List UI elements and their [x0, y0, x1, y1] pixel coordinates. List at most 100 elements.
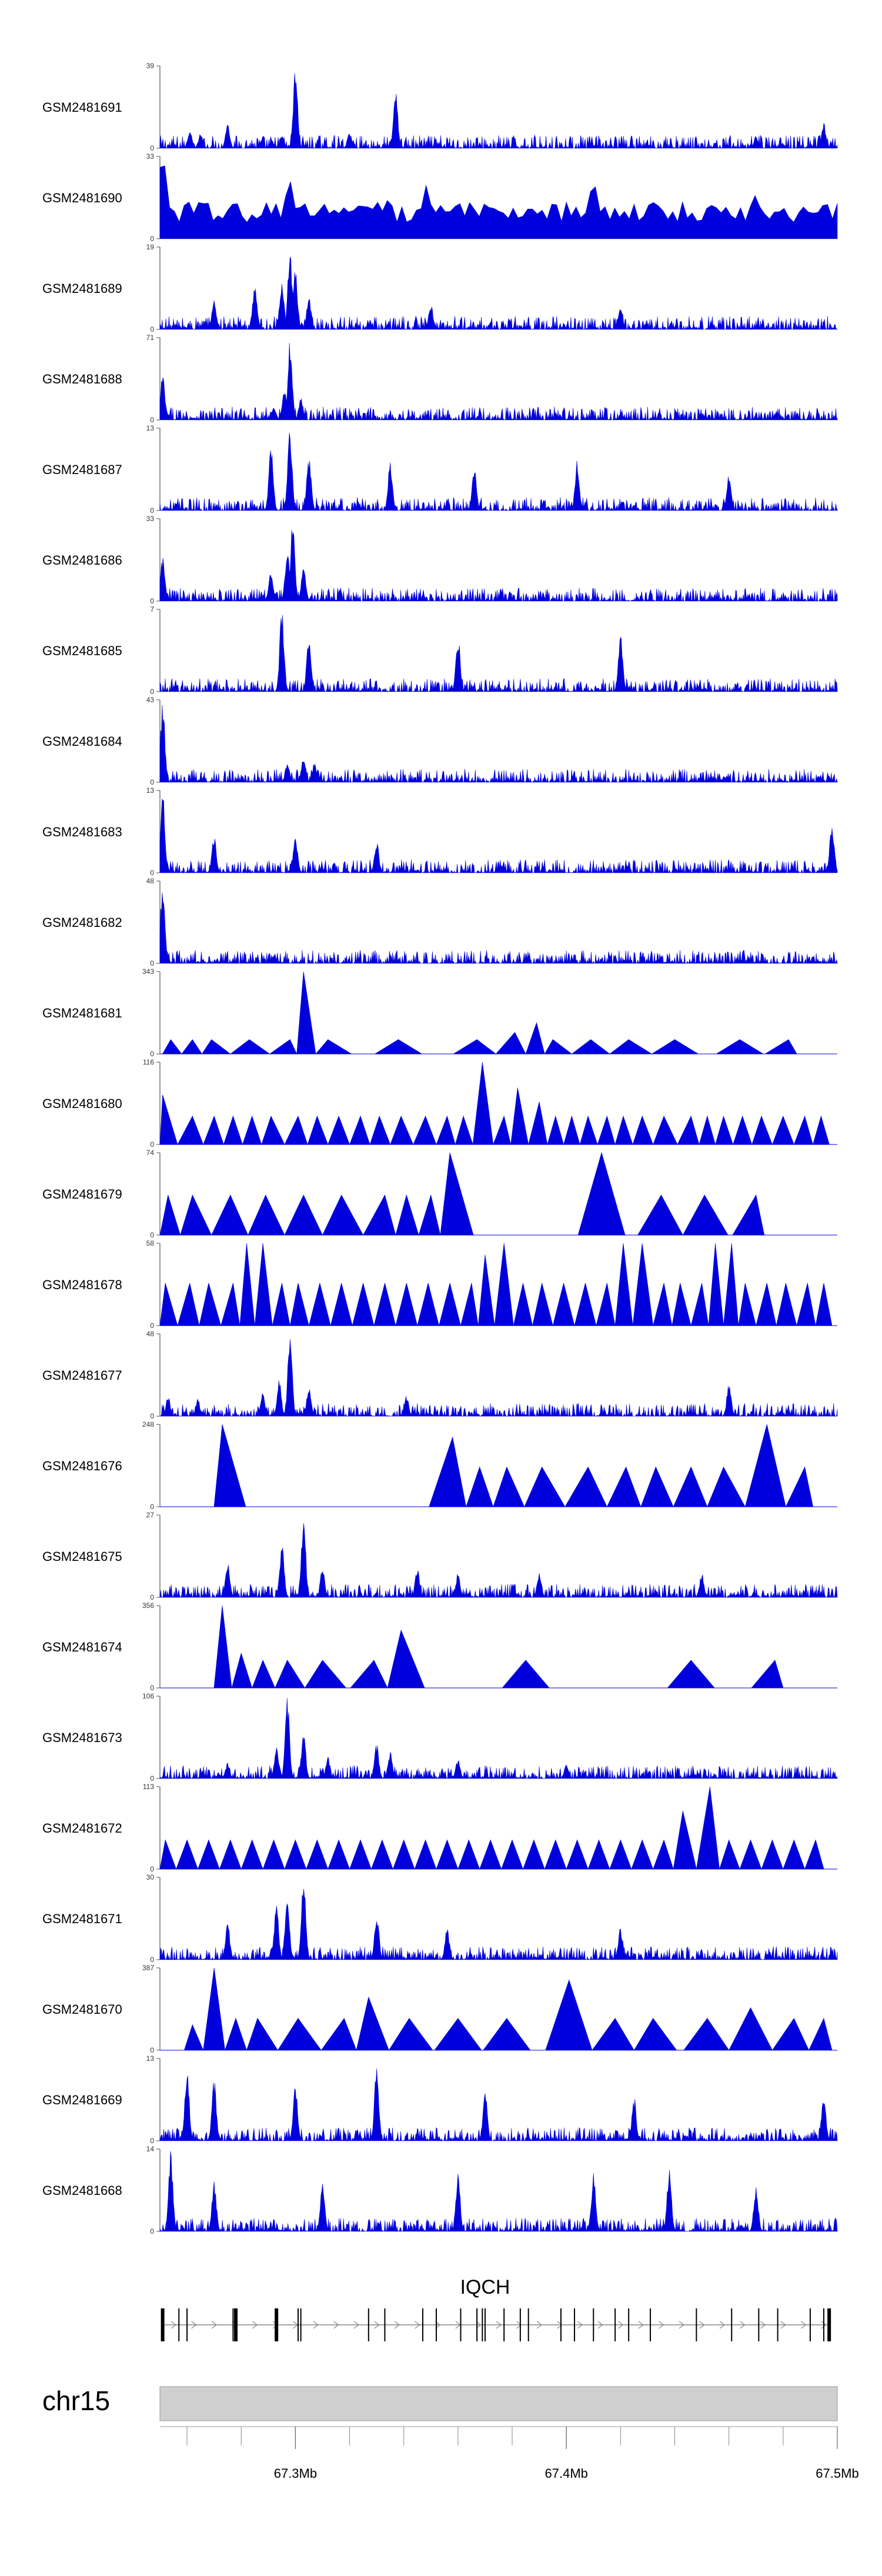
- y-min-label: 0: [150, 1684, 154, 1692]
- signal-peak: [708, 1243, 724, 1326]
- signal-peak: [349, 1115, 370, 1145]
- strand-arrow: [252, 2321, 258, 2329]
- signal-peak: [544, 1839, 567, 1870]
- signal-peak: [609, 1839, 632, 1870]
- signal-peak: [414, 1839, 437, 1870]
- signal-peak: [219, 1839, 242, 1870]
- chromosome-label: chr15: [42, 2385, 110, 2416]
- signal-peak: [220, 1283, 240, 1326]
- signal-peak: [764, 1039, 797, 1055]
- track-GSM2481683: GSM2481683 13 0: [42, 786, 838, 877]
- y-max-label: 33: [146, 515, 155, 523]
- y-max-label: 39: [146, 62, 155, 70]
- y-max-label: 356: [142, 1601, 154, 1610]
- signal-peak: [640, 1466, 674, 1507]
- y-max-label: 248: [142, 1420, 154, 1429]
- y-min-label: 0: [150, 1231, 154, 1239]
- signal-peak: [225, 2017, 247, 2051]
- strand-arrow: [211, 2321, 218, 2329]
- exon: [460, 2308, 462, 2341]
- signal-area: [159, 2151, 838, 2233]
- exon: [476, 2308, 478, 2341]
- signal-peak: [653, 1115, 678, 1145]
- signal-peak: [284, 1839, 307, 1870]
- signal-peak: [374, 1039, 423, 1055]
- track-label: GSM2481687: [42, 462, 122, 477]
- signal-peak: [673, 1466, 708, 1507]
- strand-arrow: [171, 2321, 177, 2329]
- signal-peak: [606, 1466, 642, 1507]
- signal-peak: [483, 2018, 531, 2051]
- signal-peak: [653, 1839, 674, 1870]
- signal-peak: [199, 1283, 222, 1326]
- signal-peak: [544, 1039, 573, 1055]
- exon: [384, 2308, 386, 2341]
- y-min-label: 0: [150, 688, 154, 696]
- signal-peak: [261, 1115, 285, 1145]
- exon: [731, 2308, 733, 2341]
- y-max-label: 27: [146, 1511, 155, 1519]
- strand-arrow: [496, 2321, 502, 2329]
- exon: [275, 2308, 279, 2341]
- signal-peak: [229, 1039, 270, 1055]
- signal-peak: [510, 1087, 529, 1145]
- exon: [628, 2308, 630, 2341]
- signal-peak: [328, 1115, 350, 1145]
- signal-peak: [439, 1283, 461, 1326]
- signal-peak: [457, 1839, 480, 1870]
- signal-peak: [677, 1115, 700, 1145]
- y-max-label: 113: [143, 1783, 154, 1791]
- exon: [827, 2308, 831, 2341]
- signal-peak: [177, 1115, 204, 1145]
- signal-peak: [502, 1660, 550, 1689]
- signal-area: [159, 1339, 838, 1417]
- strand-arrow: [821, 2321, 827, 2329]
- signal-peak: [350, 1660, 388, 1689]
- y-min-label: 0: [150, 506, 154, 515]
- y-max-label: 7: [150, 605, 154, 613]
- signal-peak: [651, 1039, 699, 1055]
- signal-peak: [307, 1115, 329, 1145]
- signal-tracks: GSM2481691390GSM2481690330GSM2481689190G…: [42, 62, 838, 2235]
- y-min-label: 0: [150, 2137, 154, 2145]
- y-min-label: 0: [150, 144, 154, 152]
- signal-peak: [181, 1039, 202, 1055]
- signal-peak: [231, 1652, 253, 1689]
- y-min-label: 0: [150, 778, 154, 786]
- y-min-label: 0: [150, 416, 154, 424]
- signal-peak: [176, 1839, 198, 1870]
- track-label: GSM2481681: [42, 1006, 122, 1020]
- signal-peak: [466, 1466, 494, 1507]
- signal-area: [159, 1698, 838, 1780]
- signal-peak: [574, 1283, 597, 1326]
- signal-peak: [761, 1839, 784, 1870]
- signal-peak: [495, 1032, 526, 1055]
- exon: [777, 2308, 779, 2341]
- exon: [300, 2308, 302, 2341]
- track-label: GSM2481678: [42, 1277, 122, 1292]
- exon: [232, 2308, 234, 2341]
- strand-arrow: [659, 2321, 664, 2329]
- signal-peak: [577, 1152, 626, 1236]
- signal-peak: [632, 1243, 654, 1326]
- signal-peak: [203, 1967, 225, 2051]
- signal-peak: [596, 1283, 616, 1326]
- signal-area: [159, 705, 838, 783]
- track-GSM2481691: GSM2481691 39 0: [42, 62, 838, 152]
- strand-arrow: [191, 2321, 197, 2329]
- y-max-label: 13: [146, 2054, 155, 2063]
- track-label: GSM2481680: [42, 1096, 122, 1111]
- signal-peak: [417, 1283, 439, 1326]
- y-min-label: 0: [150, 1050, 154, 1058]
- exon: [298, 2308, 299, 2341]
- signal-peak: [804, 1839, 824, 1870]
- track-GSM2481680: GSM2481680 116 0: [42, 1058, 837, 1149]
- strand-arrow: [618, 2321, 624, 2329]
- signal-peak: [597, 1115, 616, 1145]
- track-GSM2481676: GSM2481676 248 0: [42, 1420, 837, 1511]
- track-label: GSM2481677: [42, 1368, 122, 1383]
- signal-peak: [587, 1839, 610, 1870]
- strand-arrow: [699, 2321, 705, 2329]
- track-GSM2481690: GSM2481690 33 0: [42, 152, 838, 243]
